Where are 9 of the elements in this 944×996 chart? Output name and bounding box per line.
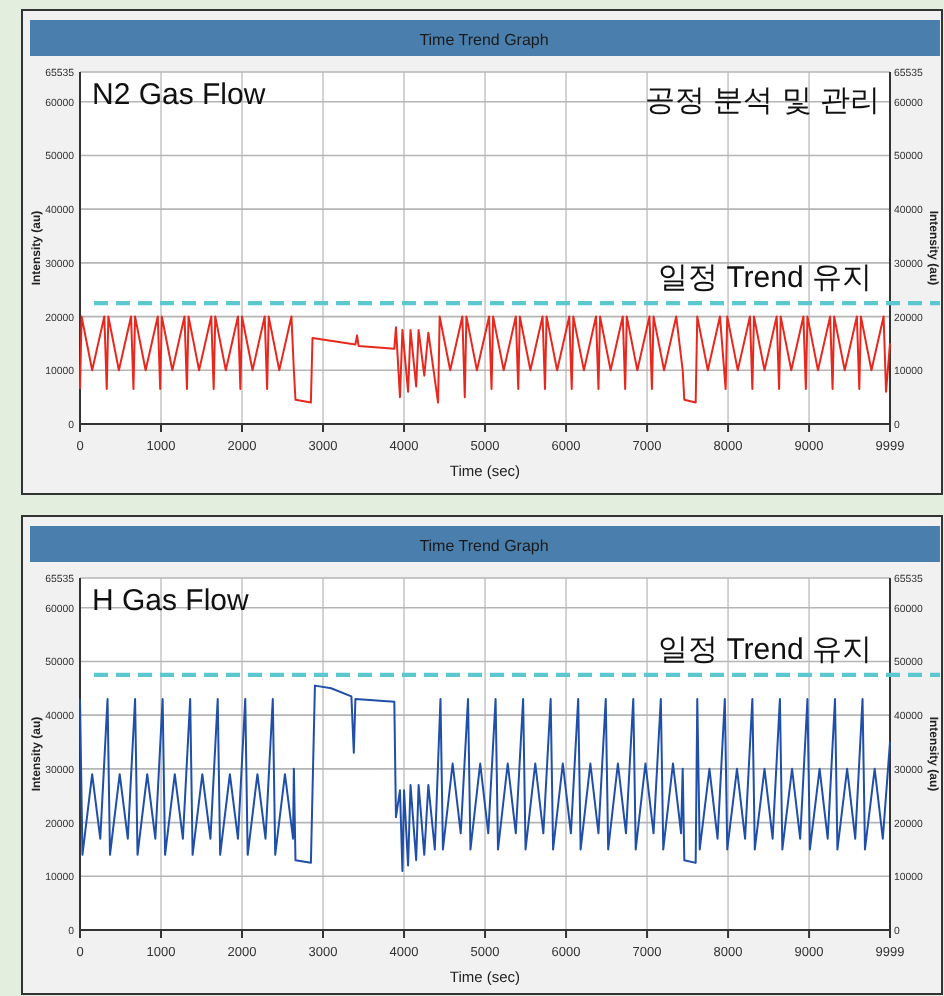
ref-line-label: 일정 Trend 유지: [658, 632, 872, 667]
annotation: H Gas Flow: [92, 584, 250, 618]
chart-title: Time Trend Graph: [419, 537, 549, 555]
chart-title: Time Trend Graph: [419, 31, 549, 49]
line-series: [79, 684, 891, 872]
line-series: [79, 315, 891, 404]
annotation: N2 Gas Flow: [92, 78, 266, 112]
ref-line-label: 일정 Trend 유지: [658, 261, 872, 296]
annotation: 공정 분석 및 관리: [644, 84, 880, 118]
